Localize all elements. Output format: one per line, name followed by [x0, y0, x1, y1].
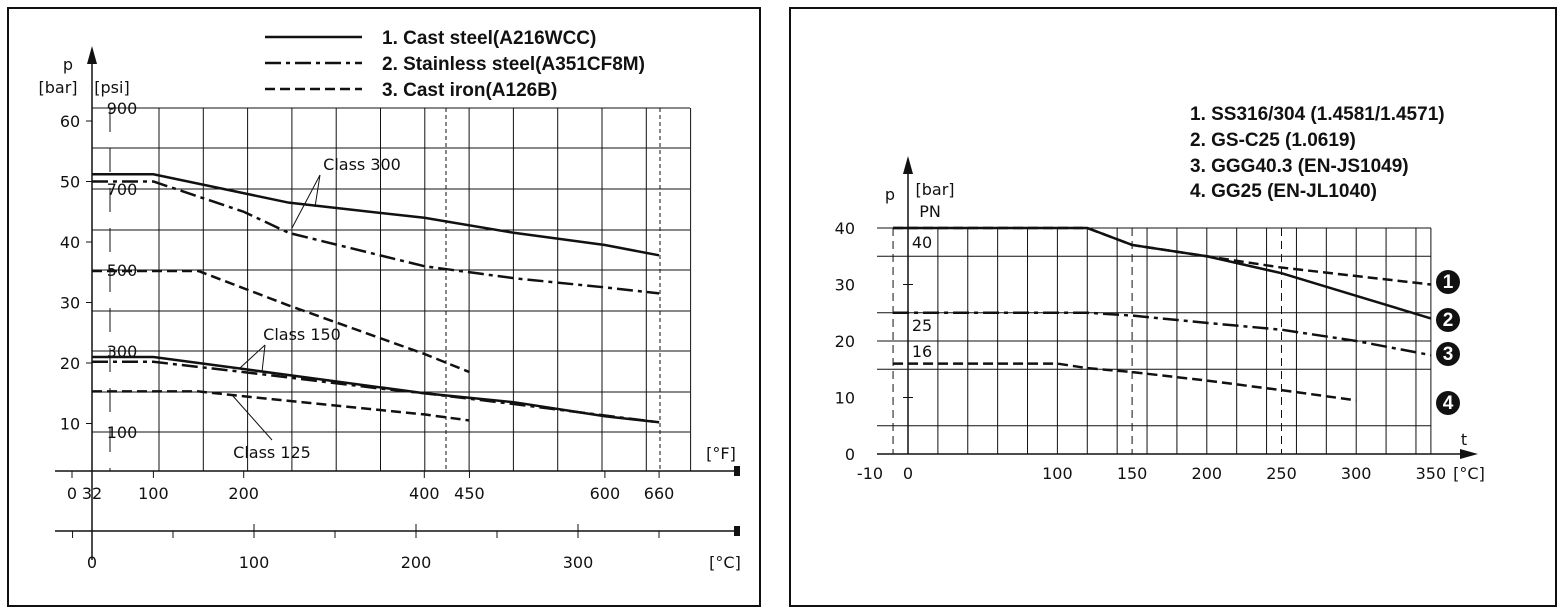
- series-line-3: [92, 269, 470, 374]
- x-axis-unit: [°C]: [1453, 464, 1485, 483]
- pn-value-40: 40: [912, 233, 932, 252]
- x-axis-arrow: [1460, 449, 1478, 459]
- pn-label: PN: [919, 202, 941, 221]
- y-tick-label: 40: [60, 233, 80, 252]
- legend-entry-3: 3. GGG40.3 (EN-JS1049): [1190, 156, 1409, 177]
- annotation-leader: [291, 174, 321, 229]
- f-tick-label: 400: [409, 484, 440, 503]
- psi-tick-label: 700: [107, 180, 138, 199]
- c-axis-end: [734, 526, 740, 536]
- c-tick-label: 300: [563, 553, 594, 572]
- f-axis-unit: [°F]: [706, 444, 736, 463]
- y-tick-label: 10: [835, 389, 855, 408]
- legend-entry-2: 2. Stainless steel(A351CF8M): [382, 54, 645, 75]
- x-tick-label: 150: [1117, 464, 1148, 483]
- psi-tick-label: 900: [107, 99, 138, 118]
- badge-3: [1436, 342, 1460, 366]
- f-tick-label: 600: [590, 484, 621, 503]
- f-tick-label: 450: [454, 484, 485, 503]
- annotation-class-125: Class 125: [233, 443, 311, 462]
- y-axis-arrow: [903, 156, 913, 174]
- badge-2: [1436, 308, 1460, 332]
- y-tick-label: 30: [60, 294, 80, 313]
- annotation-leader: [261, 344, 266, 373]
- left-panel-border: [7, 7, 761, 607]
- series-line-5: [92, 360, 660, 424]
- annotation-class-300: Class 300: [323, 155, 401, 174]
- x-tick-label: -10: [857, 464, 883, 483]
- legend-entry-3: 3. Cast iron(A126B): [382, 80, 557, 101]
- x-tick-label: 100: [1042, 464, 1073, 483]
- x-axis-symbol: t: [1461, 430, 1467, 449]
- c-tick-label: 100: [239, 553, 270, 572]
- legend-entry-1: 1. Cast steel(A216WCC): [382, 28, 596, 49]
- y-axis-unit: [bar]: [915, 180, 954, 199]
- y-axis-unit-psi: [psi]: [94, 78, 129, 97]
- series-line-6: [92, 390, 470, 422]
- series-line-2: [893, 226, 1432, 320]
- y-tick-label: 0: [845, 445, 855, 464]
- x-tick-label: 200: [1192, 464, 1223, 483]
- y-tick-label: 30: [835, 276, 855, 295]
- x-tick-label: 350: [1416, 464, 1447, 483]
- annotation-leader: [314, 174, 321, 208]
- psi-tick-label: 100: [107, 423, 138, 442]
- f-tick-label: 100: [138, 484, 169, 503]
- x-tick-label: 0: [903, 464, 913, 483]
- f-axis-end: [734, 466, 740, 476]
- y-tick-label: 10: [60, 415, 80, 434]
- series-line-1: [92, 172, 660, 257]
- y-tick-label: 50: [60, 173, 80, 192]
- pn-value-16: 16: [912, 342, 932, 361]
- legend-entry-4: 4. GG25 (EN-JL1040): [1190, 181, 1377, 202]
- annotation-leader: [231, 394, 273, 441]
- series-line-3: [893, 311, 1432, 357]
- badge-label-2: 2: [1443, 310, 1454, 331]
- badge-4: [1436, 391, 1460, 415]
- y-axis-unit-bar: [bar]: [38, 78, 77, 97]
- f-tick-label: 32: [82, 484, 102, 503]
- y-axis-symbol: p: [885, 185, 895, 204]
- badge-label-4: 4: [1443, 393, 1454, 414]
- f-tick-label: 200: [228, 484, 259, 503]
- x-tick-label: 250: [1266, 464, 1297, 483]
- y-axis-arrow: [87, 46, 97, 64]
- annotation-leader: [239, 344, 266, 369]
- y-tick-label: 20: [60, 354, 80, 373]
- x-tick-label: 300: [1341, 464, 1372, 483]
- y-tick-label: 40: [835, 219, 855, 238]
- pn-value-25: 25: [912, 316, 932, 335]
- legend-entry-1: 1. SS316/304 (1.4581/1.4571): [1190, 104, 1445, 125]
- badge-1: [1436, 270, 1460, 294]
- f-tick-label: 0: [67, 484, 77, 503]
- c-tick-label: 0: [87, 553, 97, 572]
- c-axis-unit: [°C]: [709, 553, 741, 572]
- y-axis-symbol: p: [63, 55, 73, 74]
- c-tick-label: 200: [401, 553, 432, 572]
- y-tick-label: 20: [835, 332, 855, 351]
- annotation-class-150: Class 150: [263, 325, 341, 344]
- right-panel-border: [789, 7, 1557, 607]
- legend-entry-2: 2. GS-C25 (1.0619): [1190, 130, 1356, 151]
- f-tick-label: 660: [644, 484, 675, 503]
- series-line-2: [92, 180, 660, 295]
- series-line-4: [893, 362, 1357, 402]
- y-tick-label: 60: [60, 112, 80, 131]
- badge-label-3: 3: [1443, 344, 1454, 365]
- badge-label-1: 1: [1443, 272, 1454, 293]
